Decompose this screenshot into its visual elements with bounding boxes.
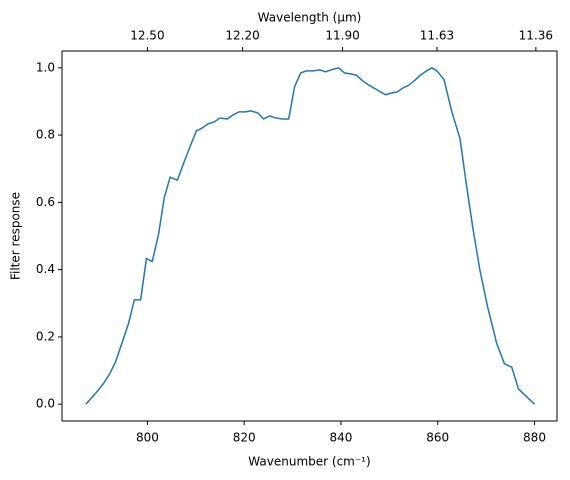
x2-axis-label: Wavelength (μm) bbox=[258, 11, 362, 25]
y-tick-label: 0.6 bbox=[36, 195, 55, 209]
x-axis-label: Wavenumber (cm⁻¹) bbox=[248, 455, 370, 469]
y-tick-label: 0.8 bbox=[36, 128, 55, 142]
x2-tick-label: 11.63 bbox=[420, 29, 454, 43]
y-axis-label: Filter response bbox=[9, 192, 23, 280]
x-tick-label: 820 bbox=[233, 431, 256, 445]
x-tick-label: 860 bbox=[426, 431, 449, 445]
y-tick-label: 0.0 bbox=[36, 397, 55, 411]
x2-tick-label: 11.90 bbox=[325, 29, 359, 43]
x2-tick-label: 12.50 bbox=[130, 29, 164, 43]
x2-tick-label: 11.36 bbox=[519, 29, 553, 43]
x-tick-label: 840 bbox=[329, 431, 352, 445]
y-tick-label: 0.4 bbox=[36, 262, 55, 276]
x-tick-label: 880 bbox=[523, 431, 546, 445]
y-tick-label: 1.0 bbox=[36, 60, 55, 74]
x2-tick-label: 12.20 bbox=[225, 29, 259, 43]
y-tick-label: 0.2 bbox=[36, 329, 55, 343]
x-tick-label: 800 bbox=[136, 431, 159, 445]
data-line bbox=[85, 67, 536, 405]
plot-frame bbox=[61, 50, 558, 422]
